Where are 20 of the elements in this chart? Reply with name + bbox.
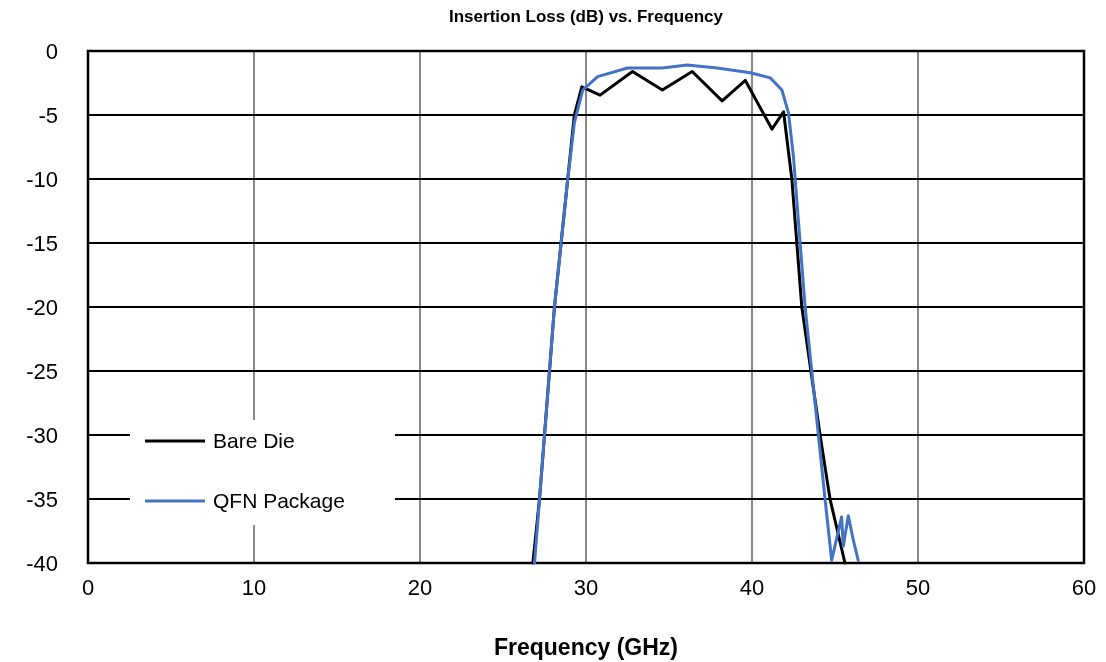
- y-tick-label: -25: [26, 359, 58, 384]
- x-tick-label: 0: [81, 575, 95, 600]
- y-tick-label: -10: [26, 167, 58, 192]
- legend-label: QFN Package: [213, 489, 345, 512]
- x-tick-label: 10: [241, 575, 267, 600]
- x-tick-label: 40: [739, 575, 765, 600]
- y-tick-label: 0: [45, 39, 58, 64]
- chart-title: Insertion Loss (dB) vs. Frequency: [449, 7, 724, 26]
- y-tick-label: -20: [26, 295, 58, 320]
- x-tick-label: 20: [407, 575, 433, 600]
- x-tick-label: 30: [573, 575, 599, 600]
- legend-label: Bare Die: [213, 429, 295, 452]
- x-axis-title: Frequency (GHz): [493, 634, 679, 660]
- y-tick-label: -5: [38, 103, 58, 128]
- x-tick-label: 60: [1071, 575, 1097, 600]
- y-tick-label: -35: [26, 487, 58, 512]
- y-tick-label: -30: [26, 423, 58, 448]
- y-tick-label: -15: [26, 231, 58, 256]
- y-tick-label: -40: [26, 551, 58, 576]
- x-tick-label: 50: [905, 575, 931, 600]
